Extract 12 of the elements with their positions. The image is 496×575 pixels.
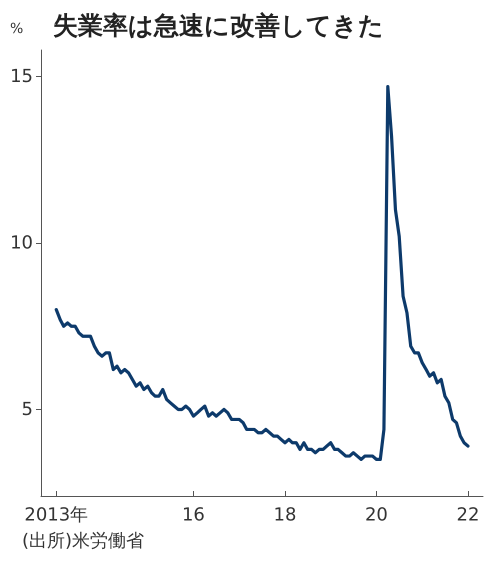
y-axis-title: % bbox=[10, 21, 24, 37]
x-tick-label: 20 bbox=[364, 504, 388, 526]
x-tick-label: 2013年 bbox=[24, 504, 88, 526]
chart-title: 失業率は急速に改善してきた bbox=[53, 11, 384, 40]
text: (出所)米労働省 bbox=[22, 530, 144, 552]
y-tick-label: 15 bbox=[10, 66, 33, 88]
line-series bbox=[54, 85, 470, 461]
x-tick-label: 16 bbox=[182, 504, 205, 526]
x-tick-label: 18 bbox=[274, 504, 296, 526]
x-tick-label: 22 bbox=[456, 504, 480, 526]
y-tick-label: 10 bbox=[10, 232, 33, 254]
y-tick-label: 5 bbox=[22, 398, 33, 420]
